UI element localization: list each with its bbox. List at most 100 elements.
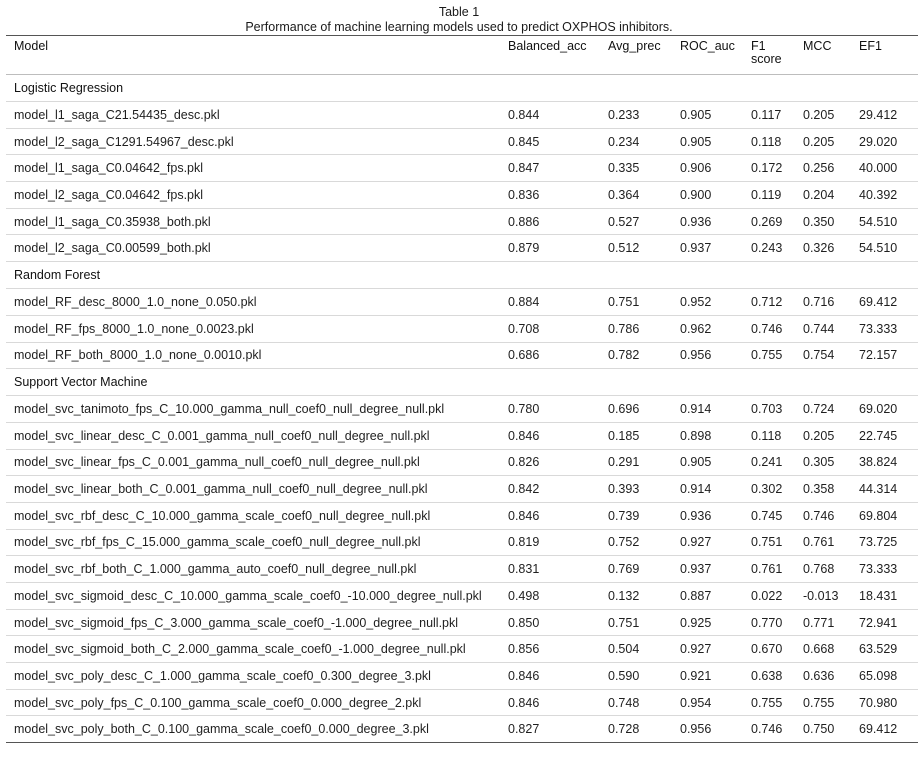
table-header: Model Balanced_acc Avg_prec ROC_auc F1 s… [6,35,918,75]
model-name-cell: model_RF_fps_8000_1.0_none_0.0023.pkl [6,315,508,343]
avg-prec-cell: 0.335 [608,154,680,183]
balanced-acc-cell: 0.845 [508,128,608,156]
table-row: model_l1_saga_C21.54435_desc.pkl 0.844 0.2… [6,101,918,129]
roc-auc-cell: 0.937 [680,234,751,263]
header-f1-score: F1 score [751,35,803,75]
table-row: model_svc_linear_fps_C_0.001_gamma_null_… [6,449,918,477]
ef1-cell: 44.314 [859,475,918,503]
balanced-acc-cell: 0.884 [508,288,608,316]
table-body: Logistic Regression model_l1_saga_C21.544… [6,74,918,744]
mcc-cell: 0.746 [803,502,859,530]
table-row: model_svc_rbf_both_C_1.000_gamma_auto_co… [6,555,918,583]
avg-prec-cell: 0.786 [608,315,680,343]
model-name-cell: model_svc_rbf_desc_C_10.000_gamma_scale_… [6,502,508,530]
avg-prec-cell: 0.132 [608,582,680,610]
mcc-cell: 0.305 [803,449,859,477]
balanced-acc-cell: 0.780 [508,395,608,423]
mcc-cell: -0.013 [803,582,859,610]
table-subtitle: Performance of machine learning models u… [245,20,673,34]
mcc-cell: 0.205 [803,422,859,450]
balanced-acc-cell: 0.708 [508,315,608,343]
model-name-cell: model_svc_sigmoid_both_C_2.000_gamma_sca… [6,635,508,664]
roc-auc-cell: 0.914 [680,395,751,423]
roc-auc-cell: 0.905 [680,101,751,129]
roc-auc-cell: 0.925 [680,609,751,637]
header-model: Model [6,35,508,75]
roc-auc-cell: 0.936 [680,502,751,530]
balanced-acc-cell: 0.686 [508,342,608,370]
balanced-acc-cell: 0.498 [508,582,608,610]
mcc-cell: 0.716 [803,288,859,316]
f1-score-cell: 0.755 [751,342,803,370]
mcc-cell: 0.205 [803,101,859,129]
table-row: model_RF_desc_8000_1.0_none_0.050.pkl 0.8… [6,288,918,316]
balanced-acc-cell: 0.846 [508,689,608,717]
group-header-row: Support Vector Machine [6,368,918,397]
balanced-acc-cell: 0.819 [508,529,608,557]
roc-auc-cell: 0.900 [680,181,751,209]
group-header-row: Logistic Regression [6,74,918,102]
ef1-cell: 22.745 [859,422,918,450]
table-row: model_l1_saga_C0.35938_both.pkl 0.886 0.52… [6,208,918,236]
f1-score-cell: 0.745 [751,502,803,530]
balanced-acc-cell: 0.847 [508,154,608,183]
model-name-cell: model_l2_saga_C0.00599_both.pkl [6,234,508,263]
model-name-cell: model_svc_sigmoid_fps_C_3.000_gamma_scal… [6,609,508,637]
balanced-acc-cell: 0.846 [508,662,608,690]
f1-score-cell: 0.703 [751,395,803,423]
f1-score-cell: 0.761 [751,555,803,583]
f1-score-cell: 0.269 [751,208,803,236]
f1-score-cell: 0.670 [751,635,803,664]
table-row: model_svc_poly_both_C_0.100_gamma_scale_… [6,715,918,744]
avg-prec-cell: 0.782 [608,342,680,370]
avg-prec-cell: 0.590 [608,662,680,690]
ef1-cell: 69.412 [859,715,918,744]
table-row: model_l2_saga_C1291.54967_desc.pkl 0.845 0… [6,128,918,156]
f1-score-cell: 0.755 [751,689,803,717]
roc-auc-cell: 0.927 [680,635,751,664]
f1-score-cell: 0.117 [751,101,803,129]
model-name-cell: model_svc_poly_fps_C_0.100_gamma_scale_c… [6,689,508,717]
ef1-cell: 29.412 [859,101,918,129]
table-row: model_l1_saga_C0.04642_fps.pkl 0.847 0.335… [6,154,918,183]
f1-score-cell: 0.118 [751,128,803,156]
table-row: model_svc_rbf_fps_C_15.000_gamma_scale_c… [6,529,918,557]
roc-auc-cell: 0.927 [680,529,751,557]
ef1-cell: 73.725 [859,529,918,557]
mcc-cell: 0.768 [803,555,859,583]
mcc-cell: 0.636 [803,662,859,690]
balanced-acc-cell: 0.850 [508,609,608,637]
ef1-cell: 54.510 [859,234,918,263]
f1-score-cell: 0.172 [751,154,803,183]
roc-auc-cell: 0.962 [680,315,751,343]
group-header-row: Random Forest [6,261,918,290]
ef1-cell: 73.333 [859,315,918,343]
table-row: model_svc_poly_desc_C_1.000_gamma_scale_… [6,662,918,690]
roc-auc-cell: 0.952 [680,288,751,316]
ef1-cell: 72.157 [859,342,918,370]
model-name-cell: model_svc_sigmoid_desc_C_10.000_gamma_sc… [6,582,508,610]
table-row: model_svc_poly_fps_C_0.100_gamma_scale_c… [6,689,918,717]
roc-auc-cell: 0.905 [680,128,751,156]
f1-score-cell: 0.118 [751,422,803,450]
avg-prec-cell: 0.393 [608,475,680,503]
ef1-cell: 70.980 [859,689,918,717]
avg-prec-cell: 0.748 [608,689,680,717]
roc-auc-cell: 0.914 [680,475,751,503]
mcc-cell: 0.754 [803,342,859,370]
mcc-cell: 0.358 [803,475,859,503]
model-name-cell: model_l1_saga_C0.04642_fps.pkl [6,154,508,183]
table-row: model_l2_saga_C0.00599_both.pkl 0.879 0.51… [6,234,918,263]
f1-score-cell: 0.712 [751,288,803,316]
model-name-cell: model_l2_saga_C0.04642_fps.pkl [6,181,508,209]
mcc-cell: 0.771 [803,609,859,637]
avg-prec-cell: 0.512 [608,234,680,263]
table-row: model_svc_sigmoid_fps_C_3.000_gamma_scal… [6,609,918,637]
roc-auc-cell: 0.906 [680,154,751,183]
avg-prec-cell: 0.527 [608,208,680,236]
mcc-cell: 0.204 [803,181,859,209]
balanced-acc-cell: 0.846 [508,502,608,530]
model-name-cell: model_svc_poly_desc_C_1.000_gamma_scale_… [6,662,508,690]
avg-prec-cell: 0.751 [608,288,680,316]
avg-prec-cell: 0.739 [608,502,680,530]
